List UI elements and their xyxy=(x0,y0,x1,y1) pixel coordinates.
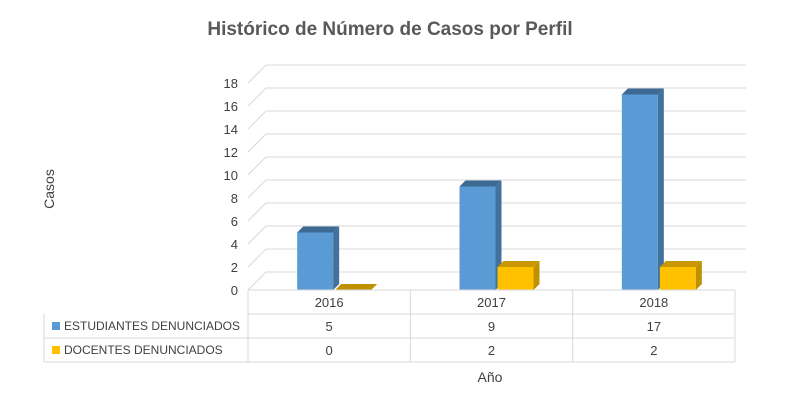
data-label: 0 xyxy=(326,343,333,358)
y-tick-label: 2 xyxy=(231,260,238,275)
x-axis-title: Año xyxy=(478,369,503,385)
y-tick-label: 10 xyxy=(224,168,238,183)
gridline xyxy=(247,248,746,268)
chart-title: Histórico de Número de Casos por Perfil xyxy=(207,19,572,40)
bar xyxy=(659,261,702,290)
y-tick-label: 18 xyxy=(224,76,238,91)
data-label: 9 xyxy=(488,319,495,334)
gridline xyxy=(247,179,746,199)
y-axis-ticks: 0 2 4 6 8 10 12 14 16 18 xyxy=(224,76,238,298)
bar xyxy=(459,180,502,290)
legend-swatch xyxy=(52,322,60,330)
data-table: 2016 2017 2018 ESTUDIANTES DENUNCIADOS 5 9 17 D… xyxy=(43,289,736,363)
gridline xyxy=(247,156,746,176)
y-tick-label: 12 xyxy=(224,145,238,160)
data-label: 5 xyxy=(326,319,333,334)
y-tick-label: 6 xyxy=(231,214,238,229)
gridline xyxy=(247,110,746,130)
gridline xyxy=(247,202,746,222)
bar xyxy=(335,284,378,290)
bar xyxy=(621,88,664,290)
bars xyxy=(297,88,702,290)
data-label: 2 xyxy=(650,343,657,358)
data-label: 17 xyxy=(647,319,661,334)
gridline xyxy=(247,225,746,245)
y-tick-label: 16 xyxy=(224,99,238,114)
gridline xyxy=(247,64,746,84)
bar xyxy=(297,226,340,290)
legend-label: DOCENTES DENUNCIADOS xyxy=(64,343,223,357)
data-label: 2 xyxy=(488,343,495,358)
y-tick-label: 4 xyxy=(231,237,238,252)
x-tick-label: 2018 xyxy=(639,295,668,310)
gridline xyxy=(247,133,746,153)
bar xyxy=(497,261,540,290)
x-tick-label: 2016 xyxy=(315,295,344,310)
legend-swatch xyxy=(52,346,60,354)
y-axis-title: Casos xyxy=(41,169,57,209)
y-tick-label: 14 xyxy=(224,122,238,137)
legend-label: ESTUDIANTES DENUNCIADOS xyxy=(64,319,240,333)
x-tick-label: 2017 xyxy=(477,295,506,310)
y-tick-label: 8 xyxy=(231,191,238,206)
y-tick-label: 0 xyxy=(231,283,238,298)
gridline xyxy=(247,87,746,107)
